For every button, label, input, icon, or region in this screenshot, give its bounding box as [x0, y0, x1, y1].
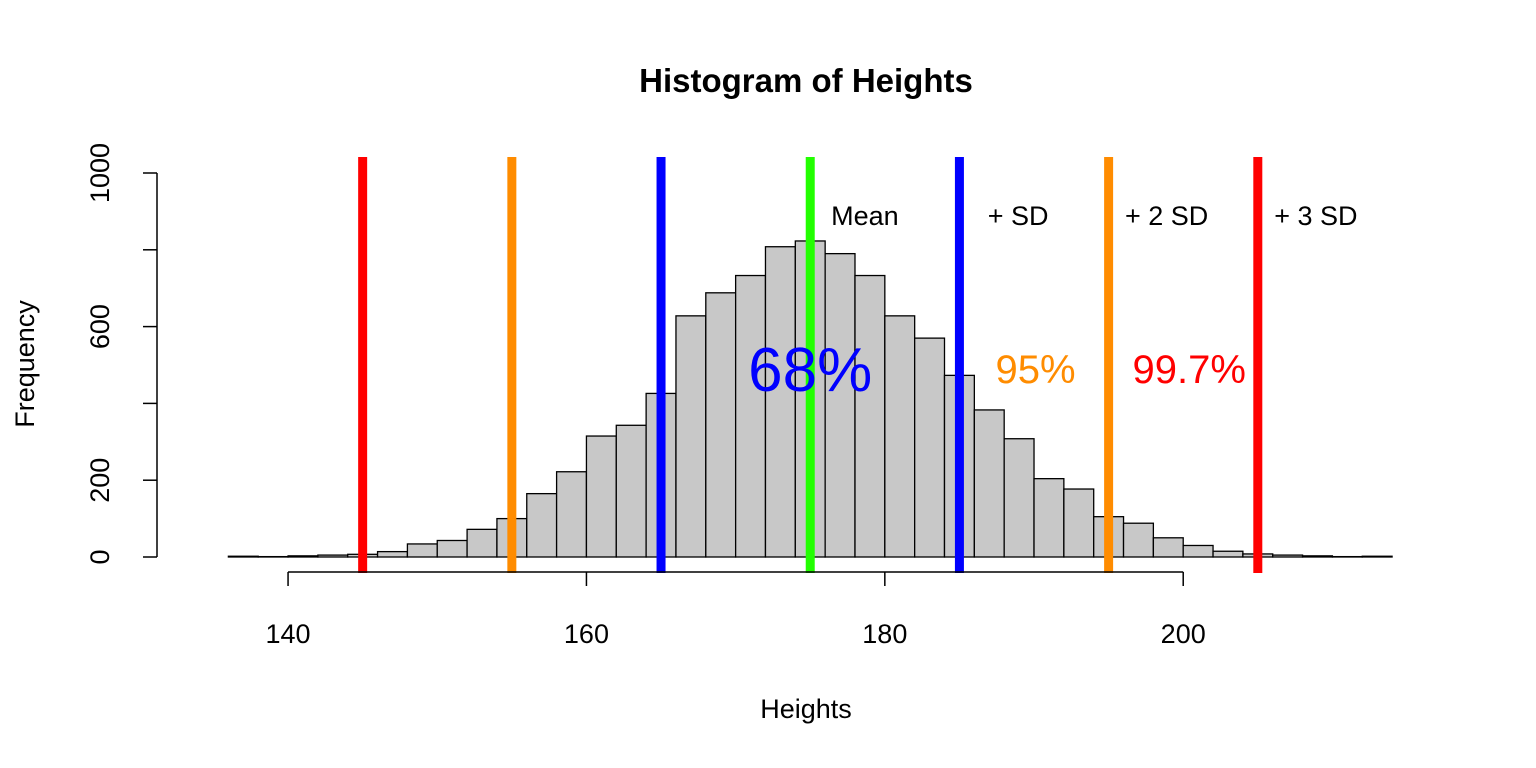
- histogram-bar: [1272, 554, 1304, 558]
- histogram-bar: [555, 471, 588, 558]
- x-tick-label: 180: [862, 619, 907, 649]
- annotation-label: + SD: [988, 201, 1049, 231]
- histogram-bar: [1301, 555, 1334, 558]
- annotation-label: + 2 SD: [1125, 201, 1208, 231]
- y-axis: 0 200 600 1000: [85, 143, 158, 565]
- x-tick-label: 200: [1161, 619, 1206, 649]
- histogram-bar: [406, 543, 438, 558]
- y-axis-title: Frequency: [10, 300, 40, 428]
- histogram-bar: [705, 292, 737, 558]
- histogram-bar: [914, 337, 946, 558]
- x-tick-label: 160: [564, 619, 609, 649]
- x-tick-label: 140: [266, 619, 311, 649]
- annotations-group: Mean + SD + 2 SD + 3 SD 68% 95% 99.7%: [748, 201, 1357, 405]
- histogram-bar: [1033, 478, 1065, 558]
- annotation-label: + 3 SD: [1274, 201, 1357, 231]
- chart-title: Histogram of Heights: [639, 62, 973, 99]
- annotation-label: Mean: [831, 201, 899, 231]
- annotation-label: 95%: [995, 348, 1075, 392]
- histogram-bar: [227, 555, 259, 558]
- histogram-bar: [526, 492, 558, 558]
- histogram-bar: [466, 528, 498, 558]
- histogram-bar: [973, 409, 1005, 558]
- histogram-bar: [615, 424, 647, 558]
- bars-group: [227, 240, 1393, 558]
- annotation-label: 99.7%: [1132, 348, 1245, 392]
- histogram-bar: [436, 539, 468, 558]
- histogram-bar: [884, 315, 916, 558]
- histogram-bar: [824, 252, 856, 558]
- y-tick-label: 200: [85, 458, 115, 503]
- histogram-bar: [1003, 438, 1035, 558]
- histogram-bar: [1152, 537, 1184, 558]
- histogram-bar: [675, 315, 707, 558]
- annotation-label: 68%: [748, 336, 872, 405]
- histogram-bar: [1361, 555, 1393, 558]
- histogram-bar: [734, 274, 767, 558]
- reference-lines-group: [358, 157, 1263, 573]
- histogram-bar: [1063, 488, 1095, 558]
- y-tick-label: 600: [85, 304, 115, 349]
- histogram-bar: [764, 246, 796, 558]
- histogram-bar: [1182, 544, 1214, 558]
- x-axis: 140 160 180 200: [266, 571, 1206, 649]
- histogram-bar: [1212, 550, 1244, 558]
- histogram-bar: [854, 274, 886, 558]
- x-axis-title: Heights: [760, 694, 852, 724]
- y-tick-label: 1000: [85, 143, 115, 203]
- histogram-bar: [317, 554, 349, 558]
- y-tick-label: 0: [85, 549, 115, 564]
- histogram-bar: [287, 555, 319, 558]
- histogram-bar: [376, 550, 409, 558]
- histogram-bar: [1122, 522, 1155, 558]
- histogram-bar: [585, 435, 617, 558]
